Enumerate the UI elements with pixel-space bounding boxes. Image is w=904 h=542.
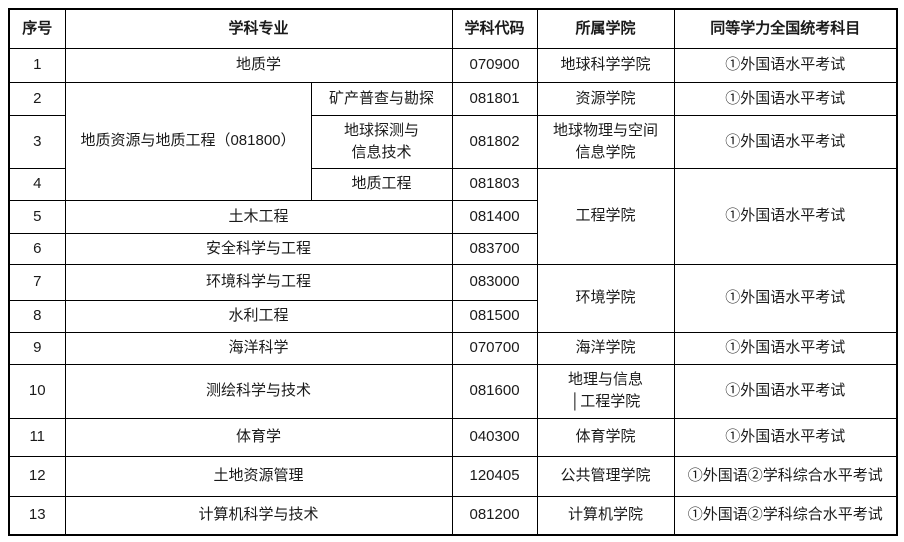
code-cell: 081801: [451, 81, 538, 116]
exam-cell: ①外国语②学科综合水平考试: [673, 455, 898, 497]
code-cell: 083000: [451, 263, 538, 301]
major-group-cell: 地质资源与地质工程（081800）: [64, 81, 312, 201]
sub-major-cell: 地球探测与 信息技术: [310, 114, 453, 169]
subjects-table: 序号 学科专业 学科代码 所属学院 同等学力全国统考科目 1 地质学 07090…: [8, 8, 899, 536]
sub-major-cell: 矿产普查与勘探: [310, 81, 453, 116]
major-cell: 体育学: [64, 417, 453, 457]
code-cell: 070900: [451, 47, 538, 83]
serial-cell: 8: [8, 299, 66, 333]
code-cell: 081600: [451, 363, 538, 419]
exam-cell: ①外国语水平考试: [673, 167, 898, 265]
code-cell: 081200: [451, 495, 538, 536]
major-cell: 测绘科学与技术: [64, 363, 453, 419]
major-cell: 计算机科学与技术: [64, 495, 453, 536]
exam-cell: ①外国语水平考试: [673, 114, 898, 169]
college-cell: 计算机学院: [536, 495, 675, 536]
table-row: 4 地质工程 081803 工程学院 ①外国语水平考试: [8, 167, 898, 265]
serial-cell: 2: [8, 81, 66, 116]
code-cell: 120405: [451, 455, 538, 497]
header-serial: 序号: [8, 8, 66, 49]
exam-cell: ①外国语水平考试: [673, 263, 898, 333]
serial-cell: 11: [8, 417, 66, 457]
serial-cell: 1: [8, 47, 66, 83]
code-cell: 040300: [451, 417, 538, 457]
exam-cell: ①外国语水平考试: [673, 363, 898, 419]
code-cell: 081802: [451, 114, 538, 169]
college-cell: 地球物理与空间 信息学院: [536, 114, 675, 169]
code-cell: 081400: [451, 199, 538, 234]
table-row: 11 体育学 040300 体育学院 ①外国语水平考试: [8, 417, 898, 457]
exam-cell: ①外国语水平考试: [673, 331, 898, 365]
serial-cell: 10: [8, 363, 66, 419]
college-cell: 公共管理学院: [536, 455, 675, 497]
college-cell: 地球科学学院: [536, 47, 675, 83]
college-cell: 地理与信息 │工程学院: [536, 363, 675, 419]
major-cell: 安全科学与工程: [64, 232, 453, 265]
header-code: 学科代码: [451, 8, 538, 49]
code-cell: 081500: [451, 299, 538, 333]
code-cell: 070700: [451, 331, 538, 365]
serial-cell: 12: [8, 455, 66, 497]
major-cell: 土地资源管理: [64, 455, 453, 497]
exam-cell: ①外国语②学科综合水平考试: [673, 495, 898, 536]
table-row: 9 海洋科学 070700 海洋学院 ①外国语水平考试: [8, 331, 898, 365]
code-cell: 081803: [451, 167, 538, 201]
table-row: 2 地质资源与地质工程（081800） 矿产普查与勘探 081801 资源学院 …: [8, 81, 898, 201]
serial-cell: 9: [8, 331, 66, 365]
header-college: 所属学院: [536, 8, 675, 49]
college-cell: 工程学院: [536, 167, 675, 265]
college-cell: 海洋学院: [536, 331, 675, 365]
sub-major-cell: 地质工程: [310, 167, 453, 201]
major-cell: 地质学: [64, 47, 453, 83]
table-row: 7 环境科学与工程 083000 环境学院 ①外国语水平考试: [8, 263, 898, 333]
college-cell: 环境学院: [536, 263, 675, 333]
serial-cell: 7: [8, 263, 66, 301]
table-row: 3 地球探测与 信息技术 081802 地球物理与空间 信息学院 ①外国语水平考…: [8, 114, 898, 169]
serial-cell: 3: [8, 114, 66, 169]
exam-cell: ①外国语水平考试: [673, 81, 898, 116]
serial-cell: 5: [8, 199, 66, 234]
header-exam: 同等学力全国统考科目: [673, 8, 898, 49]
exam-cell: ①外国语水平考试: [673, 417, 898, 457]
college-cell: 资源学院: [536, 81, 675, 116]
table-row: 1 地质学 070900 地球科学学院 ①外国语水平考试: [8, 47, 898, 83]
serial-cell: 13: [8, 495, 66, 536]
major-cell: 水利工程: [64, 299, 453, 333]
code-cell: 083700: [451, 232, 538, 265]
table-row: 13 计算机科学与技术 081200 计算机学院 ①外国语②学科综合水平考试: [8, 495, 898, 536]
header-row: 序号 学科专业 学科代码 所属学院 同等学力全国统考科目: [8, 8, 898, 49]
serial-cell: 6: [8, 232, 66, 265]
header-major: 学科专业: [64, 8, 453, 49]
table-row: 10 测绘科学与技术 081600 地理与信息 │工程学院 ①外国语水平考试: [8, 363, 898, 419]
exam-cell: ①外国语水平考试: [673, 47, 898, 83]
table-row: 5 土木工程 081400: [8, 199, 897, 234]
major-cell: 海洋科学: [64, 331, 453, 365]
serial-cell: 4: [8, 167, 66, 201]
major-cell: 环境科学与工程: [64, 263, 453, 301]
major-cell: 土木工程: [64, 199, 453, 234]
table-row: 12 土地资源管理 120405 公共管理学院 ①外国语②学科综合水平考试: [8, 455, 898, 497]
college-cell: 体育学院: [536, 417, 675, 457]
